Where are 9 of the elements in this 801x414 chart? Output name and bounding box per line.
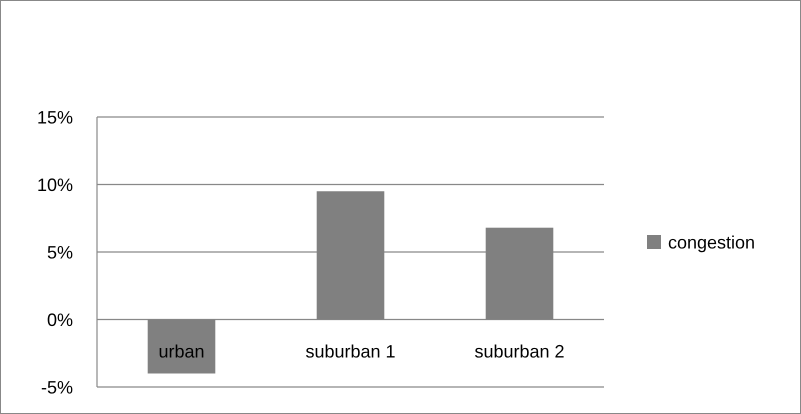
x-tick-label: suburban 1	[305, 342, 396, 362]
x-tick-label: suburban 2	[474, 342, 565, 362]
y-tick-label: 0%	[46, 310, 73, 330]
x-tick-label: urban	[158, 342, 205, 362]
legend-label: congestion	[668, 232, 756, 252]
y-tick-label: 5%	[46, 242, 73, 262]
y-tick-label: 15%	[36, 107, 73, 128]
y-tick-label: -5%	[40, 377, 73, 398]
y-tick-label: 10%	[36, 174, 73, 195]
